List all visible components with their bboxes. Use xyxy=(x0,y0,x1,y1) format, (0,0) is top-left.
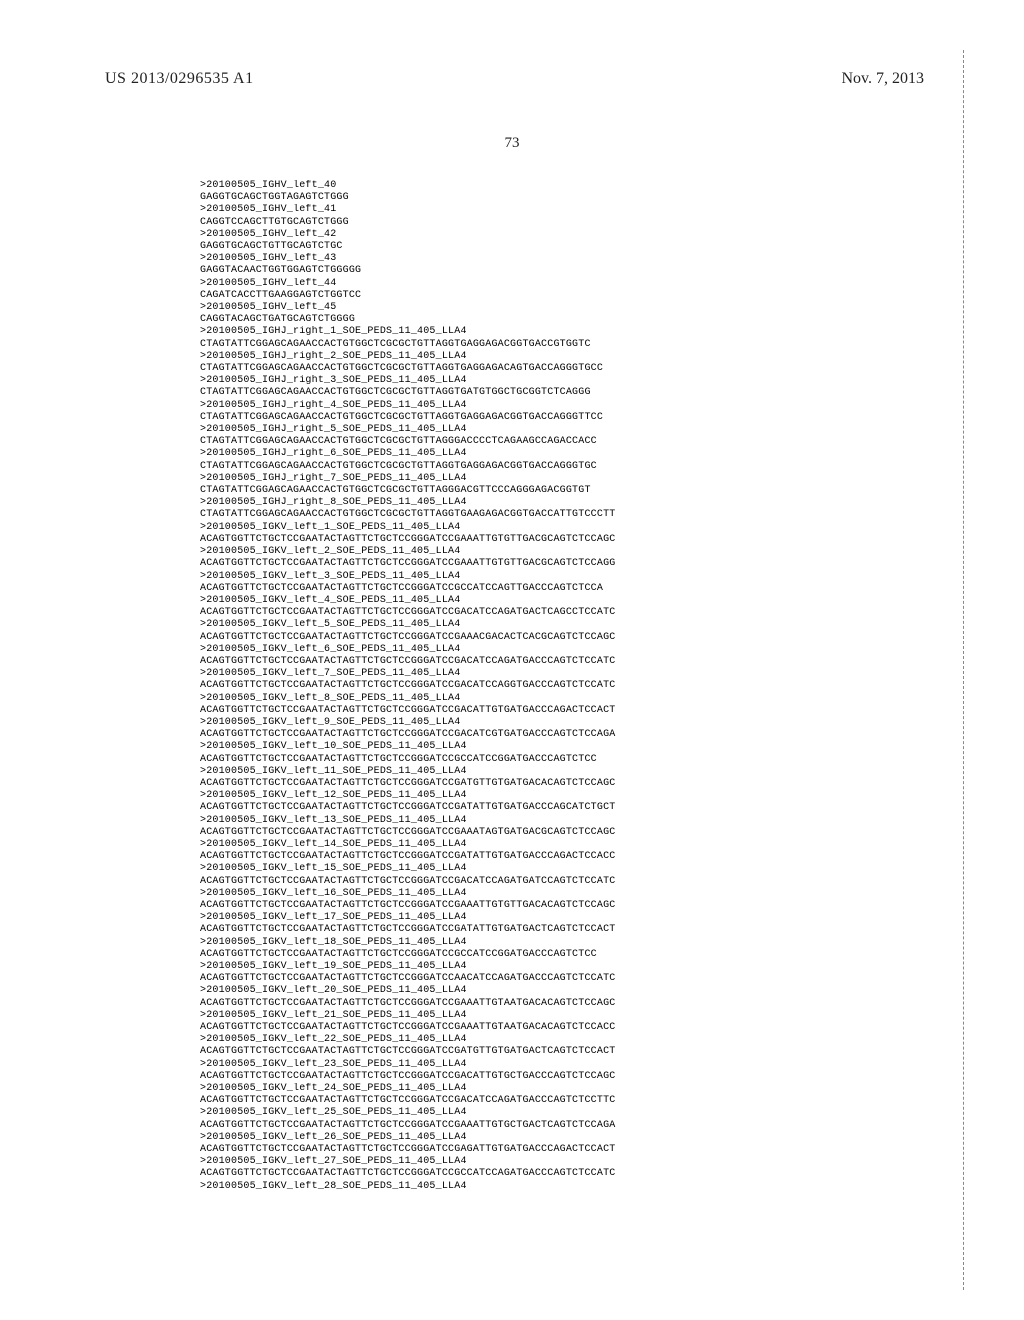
sequence-header-line: >20100505_IGHJ_right_5_SOE_PEDS_11_405_L… xyxy=(200,424,760,436)
sequence-header-line: >20100505_IGHV_left_43 xyxy=(200,253,760,265)
sequence-data-line: ACAGTGGTTCTGCTCCGAATACTAGTTCTGCTCCGGGATC… xyxy=(200,680,760,692)
sequence-header-line: >20100505_IGKV_left_11_SOE_PEDS_11_405_L… xyxy=(200,766,760,778)
sequence-header-line: >20100505_IGKV_left_5_SOE_PEDS_11_405_LL… xyxy=(200,619,760,631)
sequence-header-line: >20100505_IGHJ_right_1_SOE_PEDS_11_405_L… xyxy=(200,326,760,338)
sequence-header-line: >20100505_IGKV_left_25_SOE_PEDS_11_405_L… xyxy=(200,1107,760,1119)
sequence-data-line: ACAGTGGTTCTGCTCCGAATACTAGTTCTGCTCCGGGATC… xyxy=(200,1022,760,1034)
sequence-data-line: ACAGTGGTTCTGCTCCGAATACTAGTTCTGCTCCGGGATC… xyxy=(200,729,760,741)
sequence-header-line: >20100505_IGHJ_right_6_SOE_PEDS_11_405_L… xyxy=(200,448,760,460)
sequence-header-line: >20100505_IGHJ_right_7_SOE_PEDS_11_405_L… xyxy=(200,473,760,485)
sequence-data-line: CTAGTATTCGGAGCAGAACCACTGTGGCTCGCGCTGTTAG… xyxy=(200,485,760,497)
sequence-header-line: >20100505_IGHV_left_44 xyxy=(200,278,760,290)
page-number: 73 xyxy=(0,135,1024,152)
sequence-header-line: >20100505_IGKV_left_18_SOE_PEDS_11_405_L… xyxy=(200,937,760,949)
sequence-header-line: >20100505_IGKV_left_7_SOE_PEDS_11_405_LL… xyxy=(200,668,760,680)
sequence-header-line: >20100505_IGKV_left_3_SOE_PEDS_11_405_LL… xyxy=(200,571,760,583)
sequence-header-line: >20100505_IGKV_left_1_SOE_PEDS_11_405_LL… xyxy=(200,522,760,534)
sequence-header-line: >20100505_IGKV_left_16_SOE_PEDS_11_405_L… xyxy=(200,888,760,900)
sequence-data-line: ACAGTGGTTCTGCTCCGAATACTAGTTCTGCTCCGGGATC… xyxy=(200,876,760,888)
sequence-data-line: ACAGTGGTTCTGCTCCGAATACTAGTTCTGCTCCGGGATC… xyxy=(200,632,760,644)
sequence-data-line: ACAGTGGTTCTGCTCCGAATACTAGTTCTGCTCCGGGATC… xyxy=(200,924,760,936)
sequence-header-line: >20100505_IGKV_left_10_SOE_PEDS_11_405_L… xyxy=(200,741,760,753)
sequence-header-line: >20100505_IGKV_left_24_SOE_PEDS_11_405_L… xyxy=(200,1083,760,1095)
sequence-header-line: >20100505_IGHV_left_45 xyxy=(200,302,760,314)
sequence-data-line: ACAGTGGTTCTGCTCCGAATACTAGTTCTGCTCCGGGATC… xyxy=(200,705,760,717)
sequence-data-line: ACAGTGGTTCTGCTCCGAATACTAGTTCTGCTCCGGGATC… xyxy=(200,558,760,570)
sequence-data-line: CTAGTATTCGGAGCAGAACCACTGTGGCTCGCGCTGTTAG… xyxy=(200,509,760,521)
sequence-header-line: >20100505_IGKV_left_21_SOE_PEDS_11_405_L… xyxy=(200,1010,760,1022)
sequence-data-line: ACAGTGGTTCTGCTCCGAATACTAGTTCTGCTCCGGGATC… xyxy=(200,802,760,814)
sequence-data-line: CTAGTATTCGGAGCAGAACCACTGTGGCTCGCGCTGTTAG… xyxy=(200,412,760,424)
sequence-header-line: >20100505_IGKV_left_6_SOE_PEDS_11_405_LL… xyxy=(200,644,760,656)
sequence-data-line: ACAGTGGTTCTGCTCCGAATACTAGTTCTGCTCCGGGATC… xyxy=(200,1120,760,1132)
sequence-header-line: >20100505_IGKV_left_14_SOE_PEDS_11_405_L… xyxy=(200,839,760,851)
sequence-data-line: GAGGTGCAGCTGTTGCAGTCTGC xyxy=(200,241,760,253)
sequence-data-line: ACAGTGGTTCTGCTCCGAATACTAGTTCTGCTCCGGGATC… xyxy=(200,534,760,546)
sequence-header-line: >20100505_IGKV_left_8_SOE_PEDS_11_405_LL… xyxy=(200,693,760,705)
publication-date: Nov. 7, 2013 xyxy=(841,70,924,88)
sequence-data-line: GAGGTACAACTGGTGGAGTCTGGGGG xyxy=(200,265,760,277)
sequence-data-line: CAGGTACAGCTGATGCAGTCTGGGG xyxy=(200,314,760,326)
sequence-data-line: ACAGTGGTTCTGCTCCGAATACTAGTTCTGCTCCGGGATC… xyxy=(200,1095,760,1107)
sequence-header-line: >20100505_IGKV_left_27_SOE_PEDS_11_405_L… xyxy=(200,1156,760,1168)
sequence-header-line: >20100505_IGKV_left_2_SOE_PEDS_11_405_LL… xyxy=(200,546,760,558)
sequence-header-line: >20100505_IGHV_left_40 xyxy=(200,180,760,192)
sequence-header-line: >20100505_IGKV_left_23_SOE_PEDS_11_405_L… xyxy=(200,1059,760,1071)
sequence-data-line: CTAGTATTCGGAGCAGAACCACTGTGGCTCGCGCTGTTAG… xyxy=(200,363,760,375)
sequence-data-line: ACAGTGGTTCTGCTCCGAATACTAGTTCTGCTCCGGGATC… xyxy=(200,827,760,839)
sequence-header-line: >20100505_IGHJ_right_8_SOE_PEDS_11_405_L… xyxy=(200,497,760,509)
sequence-data-line: ACAGTGGTTCTGCTCCGAATACTAGTTCTGCTCCGGGATC… xyxy=(200,754,760,766)
publication-number: US 2013/0296535 A1 xyxy=(105,70,254,88)
sequence-data-line: ACAGTGGTTCTGCTCCGAATACTAGTTCTGCTCCGGGATC… xyxy=(200,1144,760,1156)
sequence-data-line: ACAGTGGTTCTGCTCCGAATACTAGTTCTGCTCCGGGATC… xyxy=(200,583,760,595)
sequence-data-line: ACAGTGGTTCTGCTCCGAATACTAGTTCTGCTCCGGGATC… xyxy=(200,949,760,961)
sequence-data-line: ACAGTGGTTCTGCTCCGAATACTAGTTCTGCTCCGGGATC… xyxy=(200,998,760,1010)
sequence-data-line: ACAGTGGTTCTGCTCCGAATACTAGTTCTGCTCCGGGATC… xyxy=(200,973,760,985)
sequence-header-line: >20100505_IGKV_left_9_SOE_PEDS_11_405_LL… xyxy=(200,717,760,729)
sequence-header-line: >20100505_IGHJ_right_3_SOE_PEDS_11_405_L… xyxy=(200,375,760,387)
sequence-data-line: CTAGTATTCGGAGCAGAACCACTGTGGCTCGCGCTGTTAG… xyxy=(200,461,760,473)
sequence-data-line: GAGGTGCAGCTGGTAGAGTCTGGG xyxy=(200,192,760,204)
sequence-data-line: ACAGTGGTTCTGCTCCGAATACTAGTTCTGCTCCGGGATC… xyxy=(200,900,760,912)
sequence-header-line: >20100505_IGHV_left_42 xyxy=(200,229,760,241)
sequence-header-line: >20100505_IGKV_left_26_SOE_PEDS_11_405_L… xyxy=(200,1132,760,1144)
sequence-header-line: >20100505_IGHV_left_41 xyxy=(200,204,760,216)
sequence-header-line: >20100505_IGKV_left_12_SOE_PEDS_11_405_L… xyxy=(200,790,760,802)
sequence-header-line: >20100505_IGKV_left_13_SOE_PEDS_11_405_L… xyxy=(200,815,760,827)
sequence-listing: >20100505_IGHV_left_40GAGGTGCAGCTGGTAGAG… xyxy=(200,180,760,1193)
sequence-header-line: >20100505_IGKV_left_22_SOE_PEDS_11_405_L… xyxy=(200,1034,760,1046)
sequence-data-line: ACAGTGGTTCTGCTCCGAATACTAGTTCTGCTCCGGGATC… xyxy=(200,1046,760,1058)
sequence-data-line: ACAGTGGTTCTGCTCCGAATACTAGTTCTGCTCCGGGATC… xyxy=(200,1071,760,1083)
sequence-header-line: >20100505_IGKV_left_19_SOE_PEDS_11_405_L… xyxy=(200,961,760,973)
sequence-data-line: CAGATCACCTTGAAGGAGTCTGGTCC xyxy=(200,290,760,302)
sequence-data-line: ACAGTGGTTCTGCTCCGAATACTAGTTCTGCTCCGGGATC… xyxy=(200,656,760,668)
sequence-header-line: >20100505_IGKV_left_28_SOE_PEDS_11_405_L… xyxy=(200,1181,760,1193)
sequence-data-line: ACAGTGGTTCTGCTCCGAATACTAGTTCTGCTCCGGGATC… xyxy=(200,607,760,619)
sequence-header-line: >20100505_IGKV_left_15_SOE_PEDS_11_405_L… xyxy=(200,863,760,875)
sequence-header-line: >20100505_IGKV_left_17_SOE_PEDS_11_405_L… xyxy=(200,912,760,924)
sequence-data-line: ACAGTGGTTCTGCTCCGAATACTAGTTCTGCTCCGGGATC… xyxy=(200,1168,760,1180)
sequence-header-line: >20100505_IGHJ_right_4_SOE_PEDS_11_405_L… xyxy=(200,400,760,412)
sequence-data-line: CAGGTCCAGCTTGTGCAGTCTGGG xyxy=(200,217,760,229)
sequence-data-line: CTAGTATTCGGAGCAGAACCACTGTGGCTCGCGCTGTTAG… xyxy=(200,387,760,399)
sequence-header-line: >20100505_IGKV_left_20_SOE_PEDS_11_405_L… xyxy=(200,985,760,997)
sequence-data-line: ACAGTGGTTCTGCTCCGAATACTAGTTCTGCTCCGGGATC… xyxy=(200,851,760,863)
sequence-header-line: >20100505_IGHJ_right_2_SOE_PEDS_11_405_L… xyxy=(200,351,760,363)
sequence-header-line: >20100505_IGKV_left_4_SOE_PEDS_11_405_LL… xyxy=(200,595,760,607)
sequence-data-line: CTAGTATTCGGAGCAGAACCACTGTGGCTCGCGCTGTTAG… xyxy=(200,436,760,448)
sequence-data-line: CTAGTATTCGGAGCAGAACCACTGTGGCTCGCGCTGTTAG… xyxy=(200,339,760,351)
page-header: US 2013/0296535 A1 Nov. 7, 2013 xyxy=(105,70,924,88)
sequence-data-line: ACAGTGGTTCTGCTCCGAATACTAGTTCTGCTCCGGGATC… xyxy=(200,778,760,790)
